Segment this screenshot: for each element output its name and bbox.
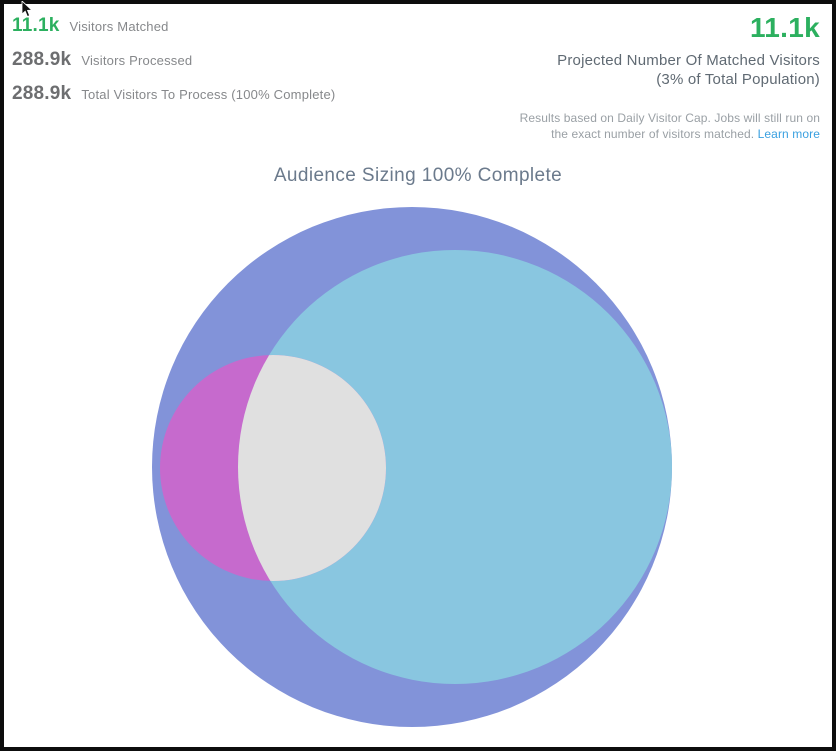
stat-row-visitors-matched: 11.1k Visitors Matched xyxy=(12,15,335,37)
visitor-cap-note-line1: Results based on Daily Visitor Cap. Jobs… xyxy=(519,110,820,125)
chart-title: Audience Sizing 100% Complete xyxy=(273,165,563,186)
visitor-cap-note: Results based on Daily Visitor Cap. Jobs… xyxy=(520,110,820,142)
learn-more-link[interactable]: Learn more xyxy=(757,126,820,141)
stat-row-total-visitors: 288.9k Total Visitors To Process (100% C… xyxy=(12,83,335,105)
projected-matched-description-line1: Projected Number Of Matched Visitors xyxy=(557,51,820,69)
stat-row-visitors-processed: 288.9k Visitors Processed xyxy=(12,49,335,71)
visitors-processed-value: 288.9k xyxy=(12,49,72,70)
projection-summary: 11.1k Projected Number Of Matched Visito… xyxy=(520,12,820,142)
visitors-processed-label: Visitors Processed xyxy=(81,53,193,68)
total-visitors-value: 288.9k xyxy=(12,83,72,104)
projected-matched-description-line2: (3% of Total Population) xyxy=(656,70,820,88)
projected-matched-value: 11.1k xyxy=(749,12,820,43)
visitor-stats: 11.1k Visitors Matched 288.9k Visitors P… xyxy=(12,15,335,117)
visitor-cap-note-line2: the exact number of visitors matched. Le… xyxy=(551,126,820,141)
inner-circle xyxy=(238,250,672,684)
visitors-matched-value: 11.1k xyxy=(12,15,60,36)
overlap-region xyxy=(238,355,386,581)
visitors-matched-label: Visitors Matched xyxy=(69,19,169,34)
mouse-cursor-icon xyxy=(21,1,33,18)
total-visitors-label: Total Visitors To Process (100% Complete… xyxy=(81,87,336,102)
